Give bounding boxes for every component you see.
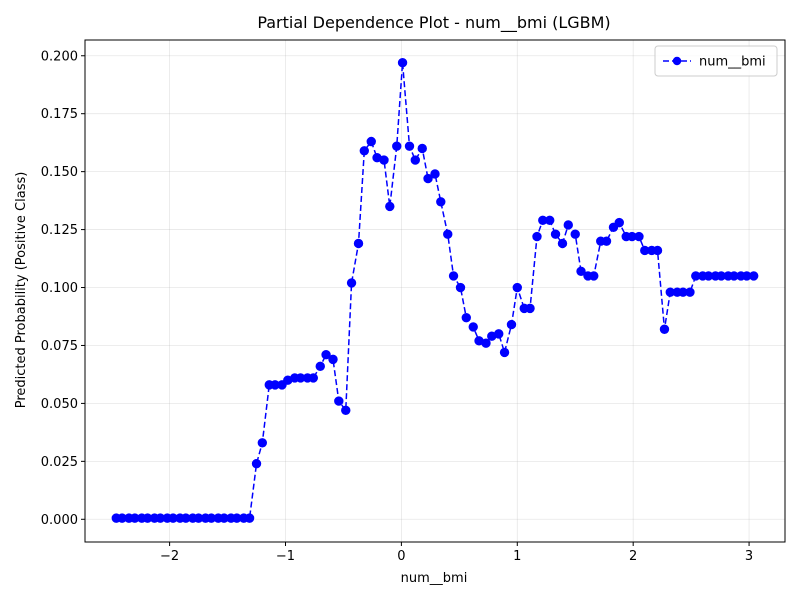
y-tick-label: 0.100 <box>41 281 78 296</box>
ticks: −2 −1 0 1 2 3 0.000 0.025 0.050 0.075 0.100 0.125 0.… <box>41 49 753 564</box>
data-point <box>506 319 517 330</box>
data-point <box>397 58 408 68</box>
legend-box <box>654 45 778 77</box>
data-point <box>257 438 268 448</box>
series-layer <box>111 58 759 523</box>
data-point <box>659 324 670 334</box>
x-axis-label: num__bmi <box>401 571 468 586</box>
data-point <box>589 271 599 281</box>
data-point <box>379 155 389 165</box>
data-point <box>308 373 319 383</box>
data-point <box>455 282 466 293</box>
data-point <box>404 141 415 151</box>
x-tick-label: 3 <box>745 549 753 564</box>
data-point <box>481 338 491 348</box>
data-point <box>353 238 364 249</box>
data-point <box>436 197 446 207</box>
x-tick-label: 1 <box>513 549 521 564</box>
data-point <box>410 155 420 165</box>
data-point <box>346 278 357 288</box>
data-point <box>570 229 580 239</box>
data-point <box>430 169 440 179</box>
chart-title: Partial Dependence Plot - num__bmi (LGBM… <box>257 13 610 33</box>
x-tick-label: −2 <box>160 549 179 564</box>
data-point <box>576 266 586 277</box>
data-point <box>461 312 471 323</box>
y-tick-label: 0.000 <box>41 513 78 528</box>
legend-label: num__bmi <box>699 55 766 70</box>
data-point <box>563 220 573 230</box>
data-point <box>499 347 510 358</box>
data-point <box>366 136 376 147</box>
y-tick-label: 0.125 <box>41 223 78 238</box>
data-point <box>512 282 522 293</box>
y-tick-label: 0.150 <box>41 165 78 180</box>
data-point <box>443 229 453 239</box>
legend-marker-swatch <box>672 56 682 66</box>
data-point <box>448 271 459 281</box>
y-axis-label: Predicted Probability (Positive Class) <box>14 172 29 409</box>
plot-area-frame <box>84 39 786 543</box>
data-point <box>550 229 561 239</box>
data-point <box>359 146 370 156</box>
data-point <box>251 458 262 469</box>
data-point <box>315 361 325 372</box>
y-tick-label: 0.025 <box>41 455 78 470</box>
y-tick-label: 0.075 <box>41 339 78 354</box>
data-point <box>685 287 695 297</box>
data-point <box>652 245 663 256</box>
y-tick-label: 0.200 <box>41 49 78 64</box>
x-tick-label: −1 <box>276 549 295 564</box>
data-point <box>601 236 612 246</box>
y-tick-label: 0.175 <box>41 107 78 122</box>
data-point <box>634 231 644 242</box>
data-point <box>532 231 542 242</box>
data-point <box>334 396 344 406</box>
data-point <box>417 143 427 154</box>
data-point <box>321 350 331 360</box>
data-point <box>525 303 535 314</box>
data-point <box>328 354 338 365</box>
data-point <box>557 238 568 249</box>
x-tick-label: 0 <box>397 549 405 564</box>
x-tick-label: 2 <box>629 549 637 564</box>
data-point <box>545 215 555 226</box>
data-point <box>749 271 759 281</box>
data-point <box>392 141 402 151</box>
y-tick-label: 0.050 <box>41 397 78 412</box>
data-point <box>614 217 624 228</box>
data-point <box>341 405 351 416</box>
data-point <box>244 513 255 523</box>
data-point <box>468 322 478 332</box>
legend: num__bmi <box>654 45 778 77</box>
data-point <box>494 329 504 339</box>
data-point <box>385 201 395 212</box>
data-point <box>423 173 433 184</box>
